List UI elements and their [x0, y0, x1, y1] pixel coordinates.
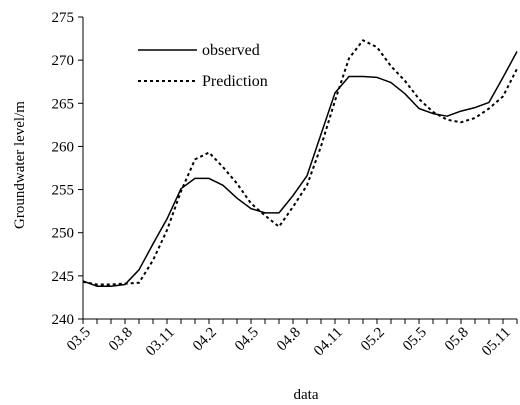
y-tick-label: 240 [52, 312, 75, 328]
x-tick-label: 03.8 [106, 325, 136, 355]
y-tick-label: 275 [52, 10, 75, 26]
legend-prediction-label: Prediction [202, 73, 268, 90]
y-tick-label: 265 [52, 96, 75, 112]
legend-observed-label: observed [202, 42, 260, 59]
axes [82, 17, 517, 320]
x-tick-label: 03.11 [143, 325, 178, 360]
x-axis-ticks: 03.5 03.8 03.11 04.2 04.5 04.8 04.11 05.2 05.5 05… [64, 319, 518, 360]
x-tick-label: 05.2 [358, 325, 388, 355]
x-tick-label: 04.2 [190, 325, 220, 355]
legend: observed Prediction [138, 42, 268, 90]
x-tick-label: 05.11 [479, 325, 514, 360]
y-tick-label: 250 [52, 226, 75, 242]
y-axis-ticks: 240 245 250 255 260 265 270 275 [52, 10, 83, 328]
y-tick-label: 255 [52, 183, 75, 199]
x-tick-label: 04.5 [232, 325, 262, 355]
x-tick-label: 05.8 [442, 325, 472, 355]
series-line-observed [82, 51, 518, 287]
y-tick-label: 260 [52, 139, 75, 155]
x-tick-label: 05.5 [400, 325, 430, 355]
series-line-prediction [82, 39, 518, 286]
x-axis-title: data [294, 387, 319, 403]
x-tick-label: 03.5 [64, 325, 94, 355]
x-tick-label: 04.11 [311, 325, 346, 360]
series-layer [82, 39, 518, 287]
x-tick-label: 04.8 [274, 325, 304, 355]
y-tick-label: 245 [52, 269, 75, 285]
y-axis-title: Groundwater level/m [12, 101, 28, 229]
y-tick-label: 270 [52, 53, 75, 69]
